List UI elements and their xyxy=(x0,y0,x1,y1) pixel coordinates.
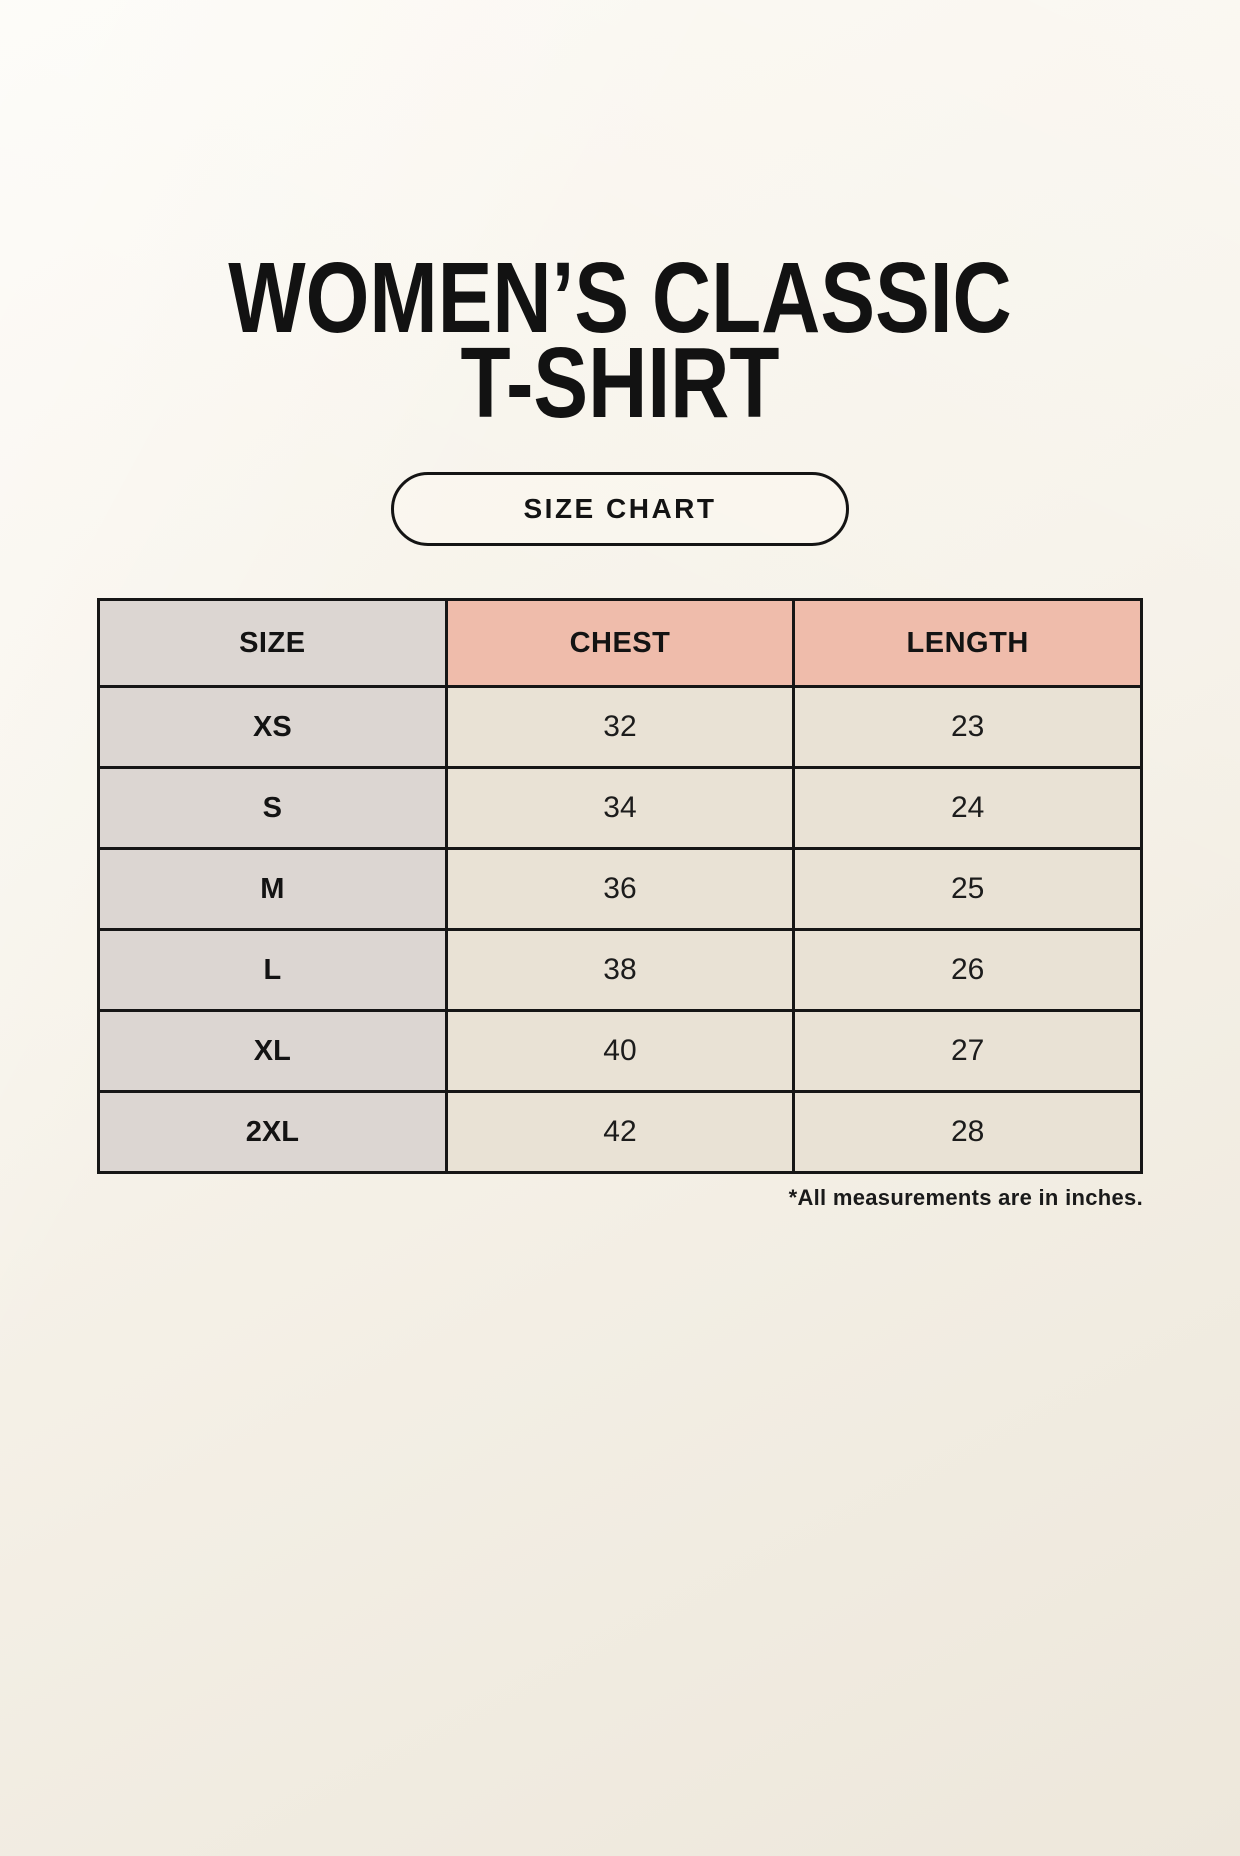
length-value: 28 xyxy=(792,1090,1143,1174)
size-label: XS xyxy=(97,685,448,769)
length-value: 23 xyxy=(792,685,1143,769)
table-header-row: SIZE CHEST LENGTH xyxy=(97,598,1143,688)
size-chart-button-label: SIZE CHART xyxy=(523,493,717,524)
table-row: XL 40 27 xyxy=(97,1009,1143,1093)
chest-value: 42 xyxy=(444,1090,796,1174)
size-label: S xyxy=(97,766,448,850)
page-title: WOMEN’S CLASSIC T-SHIRT xyxy=(112,248,1129,433)
table-row: M 36 25 xyxy=(97,847,1143,931)
length-value: 27 xyxy=(792,1009,1143,1093)
length-value: 26 xyxy=(792,928,1143,1012)
chest-value: 34 xyxy=(444,766,796,850)
size-label: M xyxy=(97,847,448,931)
table-row: 2XL 42 28 xyxy=(97,1090,1143,1174)
page-title-line-1: WOMEN’S CLASSIC xyxy=(228,242,1012,354)
size-chart-table: SIZE CHEST LENGTH XS 32 23 S 34 24 M 36 … xyxy=(97,598,1143,1174)
chest-value: 38 xyxy=(444,928,796,1012)
measurements-footnote: *All measurements are in inches. xyxy=(788,1185,1143,1210)
chest-value: 40 xyxy=(444,1009,796,1093)
page-title-line-2: T-SHIRT xyxy=(460,327,780,439)
length-value: 25 xyxy=(792,847,1143,931)
table-row: XS 32 23 xyxy=(97,685,1143,769)
column-header-chest: CHEST xyxy=(444,598,796,688)
size-chart-button[interactable]: SIZE CHART xyxy=(391,472,849,546)
table-row: S 34 24 xyxy=(97,766,1143,850)
column-header-size: SIZE xyxy=(97,598,448,688)
chest-value: 36 xyxy=(444,847,796,931)
size-label: 2XL xyxy=(97,1090,448,1174)
size-label: XL xyxy=(97,1009,448,1093)
size-label: L xyxy=(97,928,448,1012)
length-value: 24 xyxy=(792,766,1143,850)
table-row: L 38 26 xyxy=(97,928,1143,1012)
column-header-length: LENGTH xyxy=(792,598,1143,688)
chest-value: 32 xyxy=(444,685,796,769)
